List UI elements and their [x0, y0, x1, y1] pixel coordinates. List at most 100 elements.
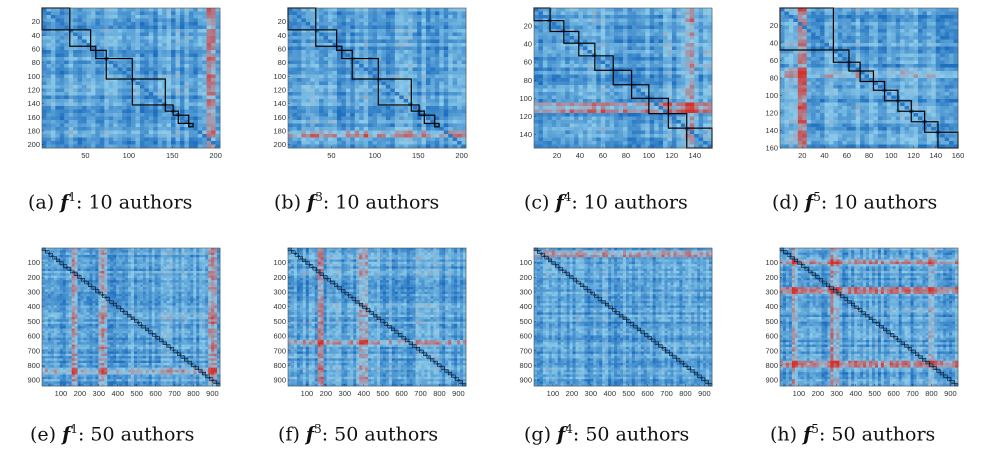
heatmap-cell — [108, 130, 114, 135]
heatmap-cell — [314, 53, 320, 58]
heatmap-cell — [645, 102, 651, 107]
heatmap-cell — [64, 141, 70, 145]
heatmap-cell — [534, 137, 539, 142]
heatmap-cell — [345, 50, 351, 54]
heatmap-cell — [50, 32, 56, 37]
heatmap-cell — [336, 116, 342, 121]
heatmap-cell — [363, 81, 369, 86]
heatmap-cell — [377, 99, 382, 103]
heatmap-cell — [618, 39, 624, 44]
heatmap-cell — [855, 11, 861, 16]
heatmap-cell — [301, 29, 307, 33]
heatmap-cell — [144, 67, 150, 72]
heatmap-cell — [122, 123, 127, 128]
heatmap-cell — [179, 8, 185, 12]
heatmap-cell — [680, 113, 686, 117]
heatmap-cell — [345, 18, 351, 23]
heatmap-cell — [288, 106, 293, 110]
heatmap-cell — [614, 46, 619, 51]
heatmap-cell — [126, 85, 132, 89]
heatmap-cell — [42, 88, 47, 93]
heatmap-cell — [55, 81, 61, 86]
heatmap-cell — [425, 92, 431, 96]
heatmap-cell — [461, 95, 467, 100]
heatmap-cell — [654, 92, 659, 96]
heatmap-cell — [323, 67, 329, 72]
heatmap-cell — [667, 134, 673, 138]
heatmap-cell — [350, 113, 356, 117]
heatmap-cell — [565, 57, 570, 61]
heatmap-cell — [582, 57, 588, 61]
heatmap-cell — [328, 18, 333, 23]
heatmap-cell — [188, 113, 194, 117]
heatmap-cell — [68, 60, 74, 65]
heatmap-cell — [99, 134, 105, 138]
heatmap-cell — [698, 22, 704, 26]
heatmap-cell — [640, 18, 646, 23]
heatmap-cell — [685, 113, 691, 117]
heatmap-cell — [811, 11, 816, 16]
heatmap-cell — [193, 134, 199, 138]
heatmap-cell — [399, 43, 405, 47]
heatmap-cell — [421, 64, 427, 68]
heatmap-cell — [443, 11, 449, 16]
heatmap-cell — [565, 130, 570, 135]
heatmap-cell — [310, 71, 316, 75]
heatmap-cell — [153, 144, 159, 149]
heatmap-cell — [64, 67, 70, 72]
heatmap-cell — [305, 109, 311, 114]
heatmap-cell — [77, 95, 83, 100]
heatmap-cell — [328, 74, 333, 79]
heatmap-cell — [609, 116, 615, 121]
heatmap-cell — [671, 127, 677, 131]
heatmap-cell — [694, 29, 700, 33]
heatmap-cell — [86, 74, 92, 79]
heatmap-cell — [569, 43, 575, 47]
heatmap-cell — [412, 53, 418, 58]
heatmap-cell — [680, 67, 686, 72]
heatmap-cell — [689, 67, 695, 72]
heatmap-cell — [301, 74, 307, 79]
heatmap-cell — [430, 8, 436, 12]
heatmap-cell — [390, 71, 396, 75]
heatmap-cell — [193, 130, 199, 135]
heatmap-cell — [336, 102, 342, 107]
heatmap-cell — [179, 53, 185, 58]
heatmap-cell — [135, 88, 141, 93]
heatmap-cell — [206, 43, 212, 47]
heatmap-cell — [179, 39, 185, 44]
heatmap-cell — [50, 109, 56, 114]
heatmap-cell — [368, 39, 373, 44]
heatmap-cell — [117, 144, 123, 149]
heatmap-cell — [144, 43, 150, 47]
heatmap-cell — [636, 130, 642, 135]
heatmap-cell — [425, 15, 431, 19]
author-block — [69, 29, 92, 47]
heatmap-cell — [95, 120, 101, 124]
heatmap-cell — [534, 39, 539, 44]
heatmap-cell — [148, 95, 154, 100]
heatmap-cell — [301, 113, 307, 117]
heatmap-cell — [144, 127, 150, 131]
heatmap-cell — [166, 67, 172, 72]
heatmap-cell — [417, 92, 422, 96]
heatmap-cell — [417, 43, 422, 47]
heatmap-cell — [578, 120, 584, 124]
heatmap-cell — [556, 92, 562, 96]
heatmap-cell — [703, 78, 708, 82]
heatmap-cell — [582, 137, 588, 142]
heatmap-cell — [126, 134, 132, 138]
heatmap-cell — [689, 109, 695, 114]
heatmap-cell — [341, 81, 347, 86]
heatmap-cell — [658, 109, 664, 114]
heatmap-cell — [126, 120, 132, 124]
heatmap-cell — [565, 141, 570, 145]
heatmap-cell — [640, 46, 646, 51]
heatmap-cell — [305, 18, 311, 23]
heatmap-cell — [399, 109, 405, 114]
heatmap-cell — [538, 53, 544, 58]
heatmap-cell — [368, 71, 373, 75]
heatmap-cell — [310, 11, 316, 16]
heatmap-cell — [166, 92, 172, 96]
heatmap-cell — [68, 88, 74, 93]
